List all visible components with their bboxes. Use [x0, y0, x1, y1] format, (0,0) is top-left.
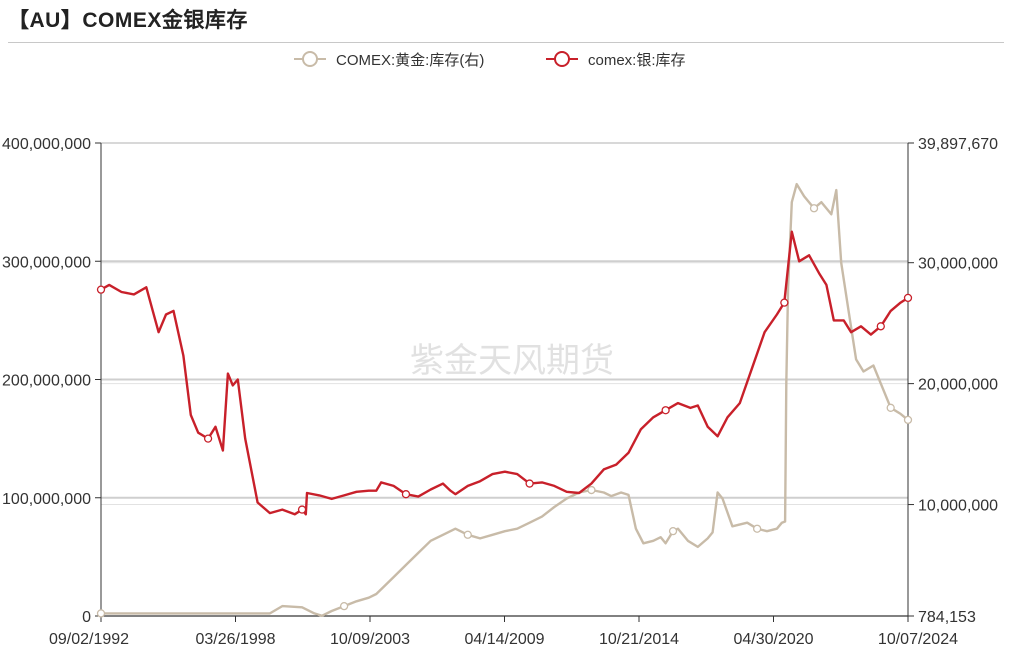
series-marker-1	[661, 406, 670, 415]
x-tick-label: 10/07/2024	[878, 631, 958, 648]
series-line-0	[101, 182, 909, 617]
y-right-tick-label: 10,000,000	[918, 498, 998, 515]
series-marker-0	[668, 527, 678, 536]
legend-label-1: comex:银:库存	[588, 52, 686, 69]
y-right-tick-label: 20,000,000	[918, 377, 998, 394]
x-tick-label: 04/30/2020	[733, 631, 813, 648]
x-tick-label: 09/02/1992	[49, 631, 129, 648]
series-marker-0	[339, 601, 349, 611]
series-line-1	[100, 230, 909, 516]
series-marker-1	[903, 293, 913, 303]
series-lines	[96, 182, 913, 618]
chart-title: 【AU】COMEX金银库存	[8, 9, 248, 32]
y-right-tick-label: 30,000,000	[918, 256, 998, 273]
series-marker-1	[96, 285, 106, 294]
series-marker-1	[876, 322, 885, 331]
y-left-tick-label: 400,000,000	[2, 136, 91, 153]
y-left-tick-label: 300,000,000	[2, 254, 91, 271]
legend-marker-0	[302, 51, 318, 67]
x-tick-label: 10/21/2014	[599, 631, 679, 648]
series-marker-0	[752, 524, 762, 533]
series-marker-1	[297, 505, 307, 514]
x-tick-label: 04/14/2009	[464, 631, 544, 648]
title-divider	[8, 42, 1004, 43]
series-marker-0	[96, 609, 106, 618]
x-tick-label: 10/09/2003	[330, 631, 410, 648]
legend-marker-1	[554, 51, 570, 67]
y-left-tick-label: 100,000,000	[2, 491, 91, 508]
y-right-tick-label: 784,153	[918, 609, 976, 626]
series-marker-0	[886, 403, 895, 412]
series-marker-0	[809, 204, 819, 213]
series-marker-1	[203, 434, 213, 443]
y-left-tick-label: 0	[82, 609, 91, 626]
legend: COMEX:黄金:库存(右) comex:银:库存	[294, 51, 686, 69]
axes	[95, 142, 914, 622]
tick-labels: 0 100,000,000 200,000,000 300,000,000 400,00…	[2, 136, 998, 648]
series-marker-1	[401, 490, 411, 499]
y-right-tick-label: 39,897,670	[918, 136, 998, 153]
legend-label-0: COMEX:黄金:库存(右)	[336, 52, 484, 69]
series-marker-0	[587, 485, 596, 495]
y-left-tick-label: 200,000,000	[2, 373, 91, 390]
series-marker-0	[463, 530, 472, 539]
x-tick-label: 03/26/1998	[195, 631, 275, 648]
series-marker-1	[780, 298, 789, 307]
series-marker-1	[525, 479, 534, 488]
watermark: 紫金天风期货	[410, 341, 614, 381]
series-marker-0	[903, 415, 913, 425]
